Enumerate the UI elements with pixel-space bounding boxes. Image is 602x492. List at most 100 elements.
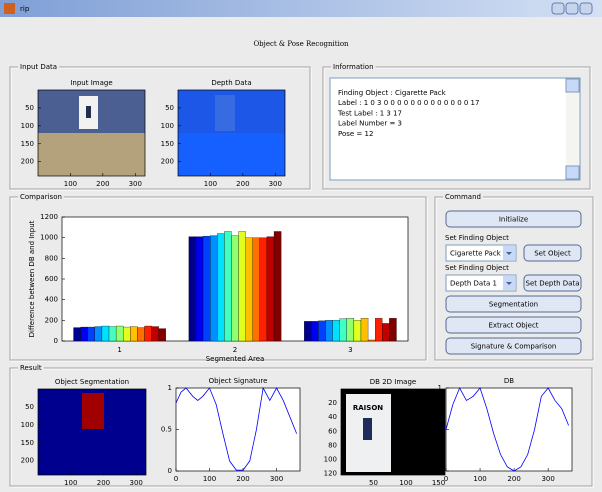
window-title: rip: [20, 5, 30, 13]
depth-object: [215, 95, 235, 131]
photo-object-detail: [86, 106, 91, 118]
x-tick-label: 0: [444, 475, 448, 483]
close-button[interactable]: [580, 3, 592, 14]
y-tick-label: 800: [45, 254, 58, 262]
set-depth-button-label[interactable]: Set Depth Data: [526, 280, 580, 288]
y-tick-label: 400: [45, 296, 58, 304]
bar: [368, 340, 375, 341]
y-tick-label: 0: [438, 467, 442, 475]
bar: [88, 327, 95, 341]
field-label: Set Finding Object: [445, 264, 509, 272]
x-tick-label: 300: [269, 180, 282, 188]
bar: [311, 321, 318, 341]
y-tick-label: 100: [324, 455, 337, 463]
x-tick-label: 200: [236, 475, 249, 483]
bar: [217, 234, 224, 341]
y-tick-label: 40: [328, 413, 337, 421]
plot-area: [446, 388, 572, 471]
y-tick-label: 0: [168, 467, 172, 475]
axes-title: Depth Data: [211, 79, 251, 87]
bar: [130, 327, 137, 341]
y-tick-label: 80: [328, 441, 337, 449]
db-image-detail: [363, 418, 372, 440]
axes-title: DB: [504, 377, 514, 385]
bar: [145, 326, 152, 341]
bar: [318, 321, 325, 341]
extract-button-label[interactable]: Extract Object: [488, 322, 538, 330]
x-tick-label: 100: [204, 180, 217, 188]
minimize-button[interactable]: [552, 3, 564, 14]
x-tick-label: 200: [236, 180, 249, 188]
x-tick-label: 3: [348, 346, 352, 354]
scroll-down[interactable]: [566, 166, 579, 179]
app-icon: [4, 3, 15, 14]
info-line: Label : 1 0 3 0 0 0 0 0 0 0 0 0 0 0 0 0 …: [338, 99, 479, 107]
y-tick-label: 200: [45, 316, 58, 324]
y-tick-label: 60: [328, 427, 337, 435]
x-tick-label: 200: [507, 475, 520, 483]
bar: [189, 237, 196, 341]
x-tick-label: 100: [473, 475, 486, 483]
scroll-up[interactable]: [566, 79, 579, 92]
bar: [354, 320, 361, 341]
segmentation-button-label[interactable]: Segmentation: [489, 301, 538, 309]
y-tick-label: 100: [21, 122, 34, 130]
axes-title: DB 2D Image: [370, 378, 416, 386]
db-image-text: RAISON: [353, 404, 383, 412]
info-line: Pose = 12: [338, 130, 373, 138]
window: ripObject & Pose RecognitionInput DataIn…: [0, 0, 602, 492]
info-line: Test Label : 1 3 17: [337, 109, 402, 117]
bar: [74, 328, 81, 341]
y-tick-label: 600: [45, 275, 58, 283]
signature-button-label[interactable]: Signature & Comparison: [471, 343, 557, 351]
field-label: Set Finding Object: [445, 234, 509, 242]
bar: [340, 319, 347, 341]
bar: [109, 327, 116, 341]
x-tick-label: 300: [541, 475, 554, 483]
x-tick-label: 200: [97, 479, 110, 487]
segment-object: [82, 393, 104, 429]
bar: [102, 326, 109, 341]
x-tick-label: 200: [96, 180, 109, 188]
y-tick-label: 150: [21, 439, 34, 447]
set-object-button-label[interactable]: Set Object: [534, 250, 571, 258]
bar: [224, 231, 231, 341]
bar: [267, 237, 274, 341]
panel-title: Information: [333, 63, 374, 71]
x-tick-label: 100: [64, 479, 77, 487]
photo-floor: [38, 133, 145, 176]
y-tick-label: 50: [165, 104, 174, 112]
bar: [347, 318, 354, 341]
bar: [361, 318, 368, 341]
bar: [116, 326, 123, 341]
y-tick-label: 150: [21, 140, 34, 148]
bar: [253, 238, 260, 341]
bar: [196, 237, 203, 341]
x-axis-label: Segmented Area: [206, 355, 265, 363]
bar: [274, 231, 281, 341]
y-tick-label: 100: [21, 421, 34, 429]
bar: [239, 231, 246, 341]
maximize-button[interactable]: [566, 3, 578, 14]
bar: [203, 236, 210, 341]
initialize-button-label[interactable]: Initialize: [499, 216, 528, 224]
title-bar: [0, 0, 602, 17]
bar: [389, 318, 396, 341]
object-dropdown-value[interactable]: Cigarette Pack: [450, 250, 502, 258]
x-tick-label: 2: [233, 346, 237, 354]
bar: [210, 236, 217, 341]
y-tick-label: 200: [161, 158, 174, 166]
y-tick-label: 20: [328, 399, 337, 407]
info-line: Label Number = 3: [338, 120, 402, 128]
bar: [137, 328, 144, 341]
depth-dropdown-value[interactable]: Depth Data 1: [450, 280, 497, 288]
main-title: Object & Pose Recognition: [253, 40, 349, 48]
bar: [382, 323, 389, 341]
y-tick-label: 200: [21, 158, 34, 166]
depth-near: [178, 133, 285, 176]
x-tick-label: 300: [129, 479, 142, 487]
y-tick-label: 50: [25, 104, 34, 112]
x-tick-label: 0: [174, 475, 178, 483]
x-tick-label: 1: [117, 346, 121, 354]
scrollbar: [566, 79, 579, 179]
